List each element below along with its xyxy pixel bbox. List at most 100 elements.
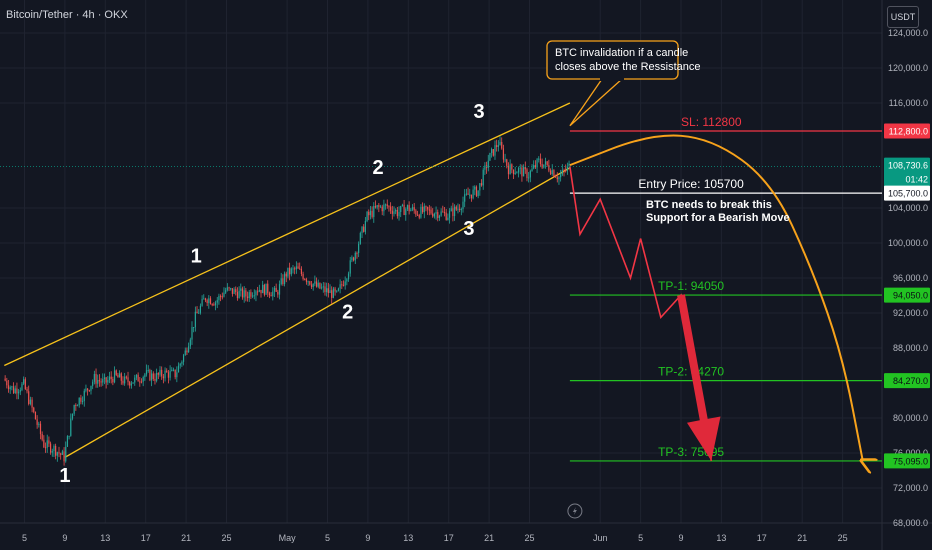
candle-body (452, 208, 454, 217)
candle-body (448, 211, 451, 218)
candle-body (83, 390, 85, 401)
candle-body (63, 451, 65, 462)
candle-body (459, 208, 461, 210)
candle-body (216, 300, 218, 303)
candle-body (167, 372, 170, 378)
candle-body (100, 381, 102, 383)
currency-button[interactable]: USDT (887, 6, 919, 28)
x-tick-label: Jun (593, 533, 608, 543)
price-tags: 112,800.0 108,730.6 01:42 105,700.0 94,050.0… (884, 123, 930, 469)
candle-body (492, 149, 494, 156)
candle-body (248, 292, 250, 299)
candle-body (268, 293, 271, 296)
candle-body (432, 213, 434, 217)
candle-body (60, 453, 62, 455)
candle-body (102, 379, 104, 383)
price-tag-label: 75,095.0 (893, 456, 928, 466)
candle-body (442, 211, 444, 213)
candle-body (76, 405, 79, 407)
candle-body (88, 390, 90, 392)
candle-body (258, 289, 260, 292)
candle-body (300, 268, 303, 274)
candle-body (149, 370, 151, 381)
candle-body (255, 291, 257, 296)
candle-body (346, 279, 348, 282)
price-tag-label: 112,800.0 (889, 127, 928, 137)
candle-body (29, 399, 31, 404)
candle-body (496, 145, 498, 147)
candle-body (422, 206, 424, 213)
support-note: BTC needs to break this (646, 199, 772, 211)
candle-body (514, 172, 516, 174)
candle-body (450, 208, 452, 212)
candle-body (46, 440, 48, 448)
candle-body (58, 452, 60, 454)
support-note: Support for a Bearish Move (646, 212, 790, 224)
candle-body (524, 167, 526, 170)
candle-body (161, 369, 163, 377)
candle-body (390, 206, 392, 211)
candle-body (464, 194, 466, 202)
candle-body (561, 170, 563, 175)
candle-body (331, 290, 333, 298)
candle-body (396, 209, 398, 217)
candle-body (373, 206, 375, 217)
candle-body (491, 149, 493, 153)
candle-body (81, 400, 84, 402)
candle-body (174, 369, 176, 378)
x-tick-label: 13 (100, 533, 110, 543)
candle-body (33, 407, 35, 412)
x-tick-label: 25 (221, 533, 231, 543)
candle-body (453, 206, 456, 217)
candle-body (24, 379, 26, 390)
candle-body (474, 186, 476, 190)
candle-body (401, 204, 404, 207)
candle-body (41, 434, 43, 440)
candle-body (226, 287, 228, 291)
candle-body (21, 383, 23, 391)
candle-body (413, 207, 415, 211)
candle-body (220, 295, 222, 297)
candle-body (391, 210, 393, 214)
candle-body (541, 164, 543, 168)
y-tick-label: 120,000.0 (888, 63, 928, 73)
candle-body (85, 388, 87, 391)
candle-body (117, 374, 119, 378)
price-tag (884, 185, 930, 201)
candle-body (7, 385, 10, 390)
candle-body (273, 287, 276, 292)
candle-body (440, 211, 442, 216)
candle-body (98, 380, 101, 382)
candle-body (435, 212, 437, 214)
candle-body (359, 232, 361, 244)
candle-body (558, 177, 560, 180)
x-tick-label: 9 (62, 533, 67, 543)
candle-body (511, 164, 513, 170)
candle-body (132, 382, 134, 384)
x-tick-label: 13 (403, 533, 413, 543)
wave-label: 2 (342, 301, 353, 323)
candle-body (533, 165, 535, 169)
candle-body (196, 311, 198, 314)
price-axis[interactable]: 124,000.0 120,000.0 116,000.0 104,000.0 100,… (888, 28, 928, 528)
candle-body (528, 177, 530, 179)
candle-body (221, 296, 223, 298)
wave-label: 1 (59, 465, 70, 487)
time-axis[interactable]: 5 9 13 17 21 25 May 5 9 13 17 21 25 Jun 5 9 13 17 21 25 (22, 533, 848, 543)
candle-body (403, 204, 405, 215)
symbol-title: Bitcoin/Tether · 4h · OKX (6, 9, 128, 21)
candle-body (342, 284, 345, 286)
candle-body (480, 183, 483, 186)
candle-body (354, 252, 356, 261)
candle-body (65, 446, 67, 462)
candle-body (182, 355, 185, 362)
candle-body (191, 327, 193, 340)
candle-body (494, 145, 496, 156)
y-tick-label: 88,000.0 (893, 343, 928, 353)
candle-body (71, 413, 74, 419)
candle-body (368, 211, 370, 216)
candle-body (556, 177, 558, 180)
candle-body (236, 292, 239, 299)
annotations: 1 1 2 2 3 3 BTC invalidation if a candle closes… (59, 40, 790, 519)
